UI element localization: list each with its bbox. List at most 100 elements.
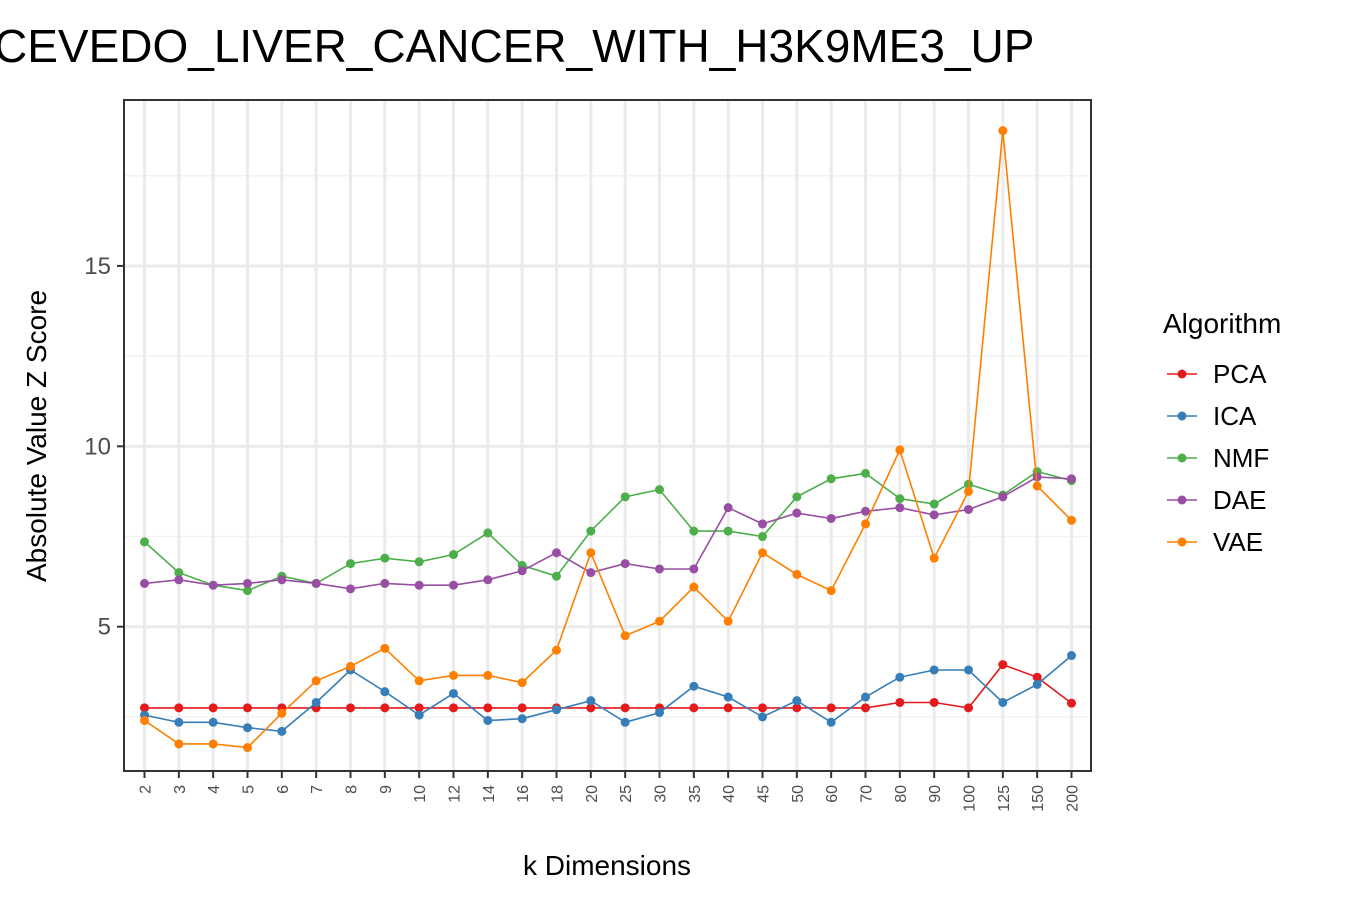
data-point-pca xyxy=(586,703,596,713)
data-point-dae xyxy=(311,578,321,588)
data-point-vae xyxy=(861,519,870,529)
legend-label: PCA xyxy=(1213,359,1267,389)
data-point-ica xyxy=(414,710,424,720)
legend-key-point xyxy=(1177,369,1187,379)
panel-border xyxy=(123,99,1092,772)
data-point-dae xyxy=(758,519,767,529)
data-point-vae xyxy=(998,126,1008,136)
data-point-dae xyxy=(586,568,596,578)
x-tick-label: 125 xyxy=(996,785,1013,812)
data-point-ica xyxy=(449,688,458,698)
data-point-dae xyxy=(826,513,836,523)
x-tick-label: 16 xyxy=(515,785,532,803)
data-point-ica xyxy=(552,705,561,715)
data-point-ica xyxy=(586,696,596,706)
data-point-nmf xyxy=(895,494,905,504)
data-point-pca xyxy=(1032,672,1042,682)
data-point-ica xyxy=(243,723,252,733)
data-point-vae xyxy=(758,548,767,558)
x-tick-label: 3 xyxy=(172,785,189,794)
data-point-vae xyxy=(929,553,939,563)
data-point-ica xyxy=(929,665,939,675)
x-tick-label: 18 xyxy=(550,785,567,803)
data-point-dae xyxy=(861,506,870,516)
legend-item-pca: PCA xyxy=(1167,359,1267,389)
data-point-dae xyxy=(998,492,1008,502)
data-point-nmf xyxy=(174,568,184,578)
x-tick-label: 200 xyxy=(1065,785,1082,812)
data-point-nmf xyxy=(655,485,664,495)
x-tick-label: 45 xyxy=(756,785,773,803)
data-point-pca xyxy=(964,703,973,713)
data-point-dae xyxy=(483,575,493,585)
x-tick-label: 2 xyxy=(138,785,155,794)
data-point-vae xyxy=(689,582,699,592)
legend: Algorithm PCA ICA NMF DAE VAE xyxy=(1163,308,1281,557)
data-point-nmf xyxy=(586,526,596,536)
data-point-vae xyxy=(449,670,458,680)
data-point-dae xyxy=(449,580,458,590)
series-line-dae xyxy=(144,476,1072,590)
x-tick-label: 150 xyxy=(1030,785,1047,812)
data-point-nmf xyxy=(620,492,630,502)
data-point-vae xyxy=(586,548,596,558)
legend-key-point xyxy=(1177,411,1187,421)
data-point-pca xyxy=(929,697,939,707)
legend-item-ica: ICA xyxy=(1167,401,1257,431)
x-tick-label: 6 xyxy=(275,785,292,794)
legend-label: DAE xyxy=(1213,485,1266,515)
series-line-ica xyxy=(144,654,1073,733)
data-point-ica xyxy=(208,717,218,727)
data-point-ica xyxy=(1067,651,1076,661)
data-point-pca xyxy=(140,703,149,713)
x-tick-label: 80 xyxy=(893,785,910,803)
data-point-pca xyxy=(861,703,870,713)
x-tick-label: 35 xyxy=(687,785,704,803)
data-point-vae xyxy=(723,616,733,626)
data-point-pca xyxy=(620,703,630,713)
y-tick-label: 10 xyxy=(84,433,111,460)
data-point-pca xyxy=(723,703,733,713)
data-point-nmf xyxy=(689,526,699,536)
data-point-pca xyxy=(689,703,699,713)
data-point-dae xyxy=(277,575,287,585)
x-tick-label: 30 xyxy=(653,785,670,803)
x-tick-label: 70 xyxy=(859,785,876,803)
data-point-nmf xyxy=(449,550,458,560)
y-axis: 5 10 15 xyxy=(84,253,124,641)
x-tick-label: 5 xyxy=(241,785,258,794)
data-point-nmf xyxy=(483,528,493,538)
data-point-pca xyxy=(826,703,836,713)
series-vae xyxy=(140,126,1076,753)
data-point-pca xyxy=(517,703,527,713)
series-line-pca xyxy=(144,663,1072,709)
data-point-ica xyxy=(861,692,870,702)
data-point-ica xyxy=(380,687,390,697)
data-point-dae xyxy=(414,580,424,590)
data-point-vae xyxy=(380,643,390,653)
x-tick-label: 4 xyxy=(206,785,223,794)
x-tick-label: 14 xyxy=(481,785,498,803)
x-tick-label: 12 xyxy=(447,785,464,803)
x-tick-label: 40 xyxy=(721,785,738,803)
x-axis: 2 3 4 5 6 7 8 9 10 12 14 16 18 20 25 30 35 40 45 50 60 70 80 90… xyxy=(138,771,1082,812)
data-point-vae xyxy=(208,739,218,749)
data-point-pca xyxy=(174,703,184,713)
series-layer xyxy=(140,126,1076,753)
data-point-vae xyxy=(414,676,424,686)
x-tick-label: 100 xyxy=(962,785,979,812)
data-point-dae xyxy=(655,564,664,574)
data-point-dae xyxy=(208,580,218,590)
legend-label: NMF xyxy=(1213,443,1269,473)
legend-item-nmf: NMF xyxy=(1167,443,1269,473)
x-tick-label: 10 xyxy=(412,785,429,803)
data-point-dae xyxy=(689,564,699,574)
data-point-pca xyxy=(414,703,424,713)
x-tick-label: 7 xyxy=(309,785,326,794)
data-point-dae xyxy=(895,503,905,513)
data-point-nmf xyxy=(552,571,561,581)
data-point-nmf xyxy=(723,526,733,536)
legend-item-dae: DAE xyxy=(1167,485,1266,515)
data-point-nmf xyxy=(758,532,767,542)
